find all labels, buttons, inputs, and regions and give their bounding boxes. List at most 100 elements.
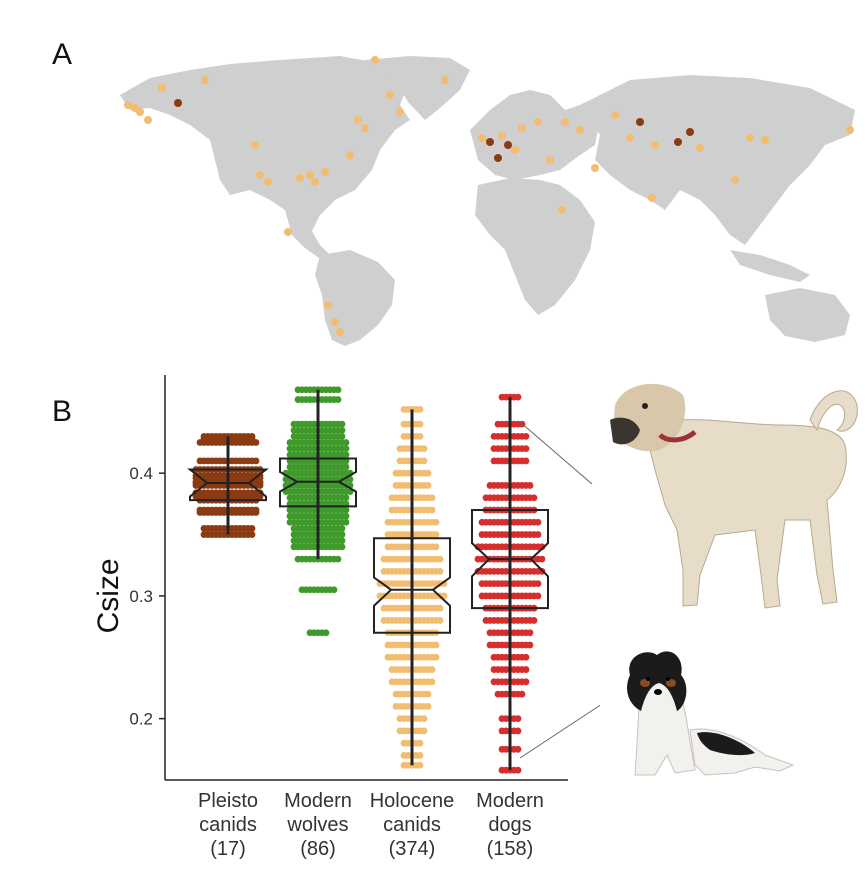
map-site [296, 174, 304, 182]
data-point [248, 525, 256, 532]
map-site [331, 318, 339, 326]
data-point [522, 445, 530, 453]
map-site [651, 141, 659, 149]
map-site [534, 118, 542, 126]
data-point [338, 525, 346, 532]
data-point [432, 543, 440, 551]
data-point [420, 457, 428, 465]
map-site [201, 76, 209, 84]
data-point [424, 469, 432, 477]
data-point [338, 543, 346, 551]
x-tick-label: Pleisto [198, 790, 258, 812]
box-group [471, 393, 549, 774]
map-site [321, 168, 329, 176]
map-site [354, 116, 362, 124]
map-site [761, 136, 769, 144]
data-point [432, 641, 440, 649]
map-site [158, 84, 166, 92]
data-point [334, 555, 342, 563]
data-point [420, 445, 428, 453]
data-point [252, 509, 260, 516]
map-site [136, 108, 144, 116]
x-tick-label: (86) [300, 838, 336, 860]
y-axis-ticks: 0.2 0.3 0.4 [129, 464, 165, 729]
map-site [311, 178, 319, 186]
x-tick-label: canids [199, 814, 257, 836]
notched-box [187, 468, 269, 502]
data-point [342, 506, 350, 514]
notched-box [471, 509, 549, 610]
x-tick-label: (374) [389, 838, 436, 860]
data-point [522, 432, 530, 440]
data-point [428, 678, 436, 686]
data-point [514, 715, 522, 723]
data-point [342, 463, 350, 471]
map-site [396, 108, 404, 116]
data-point [526, 629, 534, 637]
data-point [322, 629, 330, 637]
x-tick-label: Holocene [370, 790, 455, 812]
map-site [264, 178, 272, 186]
data-point [538, 543, 546, 551]
map-site [686, 128, 694, 136]
x-tick-label: wolves [286, 814, 348, 836]
data-point [534, 580, 542, 588]
map-site [386, 91, 394, 99]
data-point [518, 690, 526, 698]
map-site [546, 156, 554, 164]
map-site [346, 151, 354, 159]
map-site [696, 144, 704, 152]
map-site [746, 134, 754, 142]
data-point [522, 457, 530, 465]
data-point [342, 451, 350, 459]
map-site [336, 328, 344, 336]
sample-sites [124, 56, 854, 336]
data-point [526, 482, 534, 489]
data-point [342, 518, 350, 526]
data-point [436, 567, 444, 575]
data-point [530, 617, 538, 624]
data-point [338, 432, 346, 440]
map-site [124, 101, 132, 109]
map-landmass [120, 56, 855, 346]
x-tick-label: (17) [210, 838, 246, 860]
data-point [420, 715, 428, 723]
map-site [174, 99, 182, 107]
data-point [338, 531, 346, 538]
data-point [424, 482, 432, 489]
data-point [420, 727, 428, 735]
data-point [432, 653, 440, 661]
map-site [478, 134, 486, 142]
panel-label-b: B [52, 395, 73, 428]
data-point [514, 393, 522, 401]
y-axis-label: Csize [92, 558, 125, 633]
map-site [561, 118, 569, 126]
data-point [522, 678, 530, 686]
data-point [338, 426, 346, 434]
box-group [187, 432, 269, 538]
data-point [530, 494, 538, 502]
data-point [334, 396, 342, 403]
data-point [432, 518, 440, 526]
y-tick-label: 0.2 [129, 710, 153, 729]
data-point [428, 666, 436, 673]
y-tick-label: 0.4 [129, 464, 153, 483]
data-point [424, 690, 432, 698]
data-point [416, 420, 424, 428]
map-site [486, 138, 494, 146]
map-site [591, 164, 599, 172]
map-site [494, 154, 502, 162]
data-point [248, 531, 256, 538]
data-point [534, 518, 542, 526]
data-point [514, 745, 522, 753]
data-point [330, 586, 338, 594]
data-point [252, 457, 260, 465]
data-point [342, 512, 350, 520]
x-tick-label: Modern [476, 790, 544, 812]
data-point [522, 666, 530, 673]
box-group [373, 405, 451, 769]
data-point [334, 386, 342, 394]
x-tick-label: (158) [487, 838, 534, 860]
data-point [346, 475, 354, 483]
